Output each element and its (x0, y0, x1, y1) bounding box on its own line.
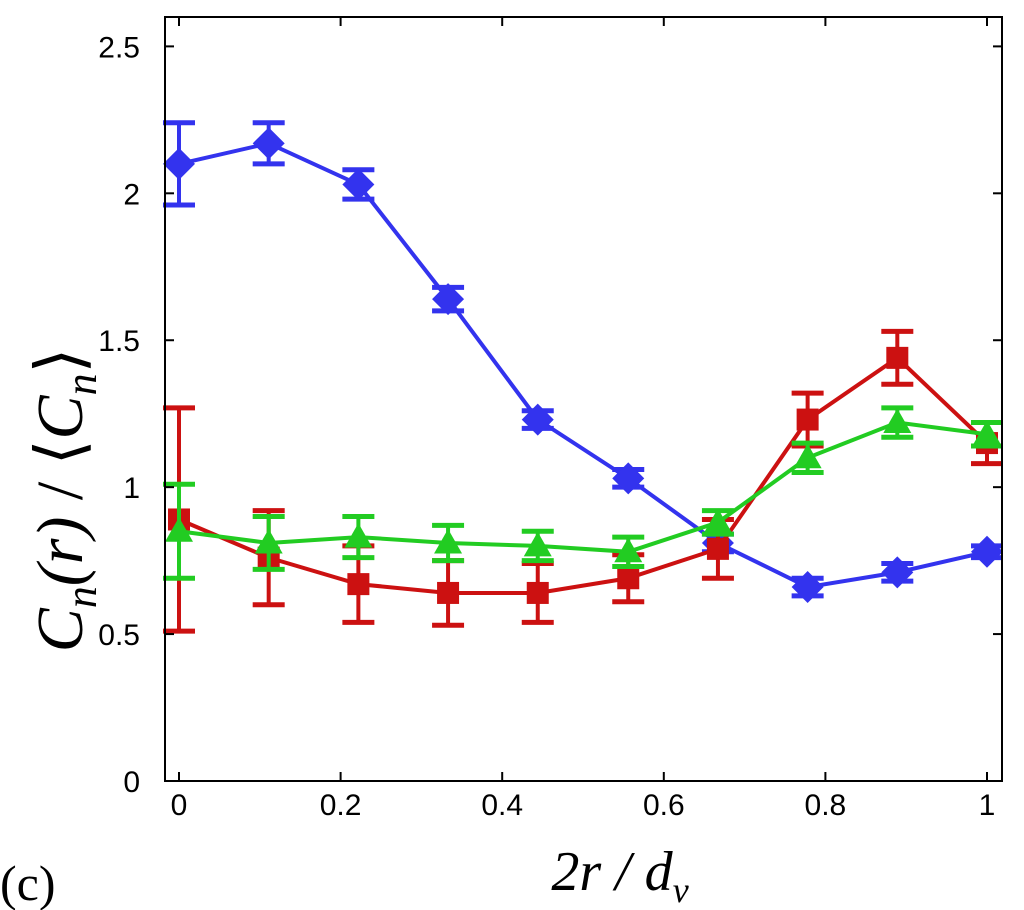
data-point (165, 517, 193, 542)
data-point (163, 147, 195, 180)
data-point (881, 556, 914, 589)
data-point (791, 571, 824, 604)
data-point (973, 420, 1001, 445)
series-blue-diamond (163, 120, 1003, 604)
y-tick-label: 0 (123, 766, 140, 799)
data-point (521, 403, 554, 436)
data-point (971, 535, 1003, 568)
x-tick-label: 0.4 (481, 789, 523, 822)
series-line (178, 355, 989, 595)
data-point (883, 408, 912, 434)
data-point (617, 567, 640, 590)
series-line (178, 141, 988, 590)
data-point (342, 168, 375, 201)
x-tick-label: 0.6 (643, 789, 685, 822)
data-point (796, 408, 819, 431)
x-tick-label: 0 (171, 789, 188, 822)
data-point (432, 283, 465, 316)
x-tick-label: 0.2 (320, 789, 362, 822)
data-point (612, 462, 645, 495)
data-point (252, 127, 285, 160)
data-point (347, 573, 370, 596)
data-point (254, 528, 283, 554)
series-red-square (163, 328, 1003, 634)
plot-area (163, 120, 1003, 634)
x-axis-title: 2r / dv (551, 841, 688, 910)
x-tick-label: 1 (979, 789, 996, 822)
data-point (793, 443, 822, 469)
data-point (344, 523, 373, 548)
y-tick-label: 2.5 (98, 31, 140, 64)
y-axis-title: Cn(r) / ⟨Cn⟩ (24, 348, 106, 653)
y-tick-label: 0.5 (98, 619, 140, 652)
x-tick-label: 0.8 (805, 789, 847, 822)
series-green-triangle (163, 405, 1003, 581)
data-point (706, 537, 729, 560)
y-tick-label: 1 (123, 472, 140, 505)
data-point (614, 537, 643, 563)
y-tick-label: 2 (123, 178, 140, 211)
data-point (526, 581, 549, 604)
data-point (523, 531, 552, 557)
panel-label: (c) (0, 855, 56, 910)
data-point (437, 581, 460, 604)
plot-frame (164, 16, 1003, 782)
axes: 0 0.2 0.4 0.6 0.8 1 0 0.5 1 1.5 2 2.5 (98, 16, 1003, 822)
data-point (434, 528, 463, 554)
data-point (886, 346, 909, 369)
series-line (178, 420, 988, 554)
data-point (703, 508, 732, 533)
y-tick-label: 1.5 (98, 325, 140, 358)
